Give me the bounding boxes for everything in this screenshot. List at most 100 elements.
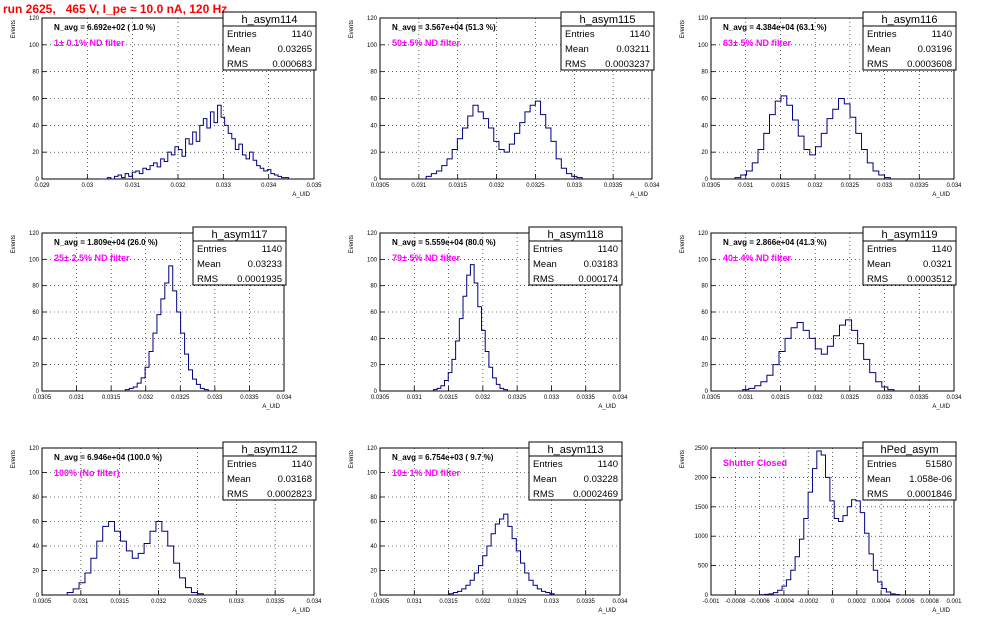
histogram-panel: 0.0305 0.031 0.0315 0.032 0.0325 0.033 0.0335 0… xyxy=(11,441,322,614)
x-tick-label: 0.0315 xyxy=(102,395,121,401)
y-tick-label: 60 xyxy=(370,520,377,526)
navg-annotation: N_avg = 1.809e+04 (26.0 %) xyxy=(54,238,158,247)
stats-key: Entries xyxy=(227,459,257,470)
y-tick-label: 0 xyxy=(374,177,378,183)
x-tick-label: 0.031 xyxy=(69,395,85,401)
stats-key: RMS xyxy=(867,59,888,70)
y-tick-label: 20 xyxy=(701,150,708,156)
x-tick-label: 0.0305 xyxy=(33,599,52,605)
y-tick-label: 0 xyxy=(705,593,709,599)
x-tick-label: 0.032 xyxy=(808,183,824,189)
stats-value: 51580 xyxy=(926,459,952,470)
y-tick-label: 20 xyxy=(32,569,39,575)
stats-value: 0.03211 xyxy=(616,44,650,55)
y-tick-label: 0 xyxy=(374,593,378,599)
x-tick-label: -0.0004 xyxy=(774,599,795,605)
x-tick-label: 0.033 xyxy=(544,395,560,401)
y-tick-label: 40 xyxy=(32,544,39,550)
filter-annotation: 63± 5% ND filter xyxy=(723,38,791,48)
x-tick-label: 0.001 xyxy=(946,599,962,605)
stats-key: Mean xyxy=(227,474,251,485)
stats-key: Mean xyxy=(533,474,557,485)
stats-box xyxy=(862,11,957,71)
y-tick-label: 0 xyxy=(36,389,40,395)
stats-value: 0.0001846 xyxy=(907,489,952,500)
navg-annotation: N_avg = 5.559e+04 (80.0 %) xyxy=(392,238,496,247)
histogram-panel: 0.029 0.03 0.031 0.032 0.033 0.034 0.035 0 20 40 6… xyxy=(11,11,322,198)
histogram-panel: 0.0305 0.031 0.0315 0.032 0.0325 0.033 0.0335 0… xyxy=(349,11,660,198)
y-axis-label: Events xyxy=(680,235,686,253)
histogram-line xyxy=(66,521,204,595)
stats-value: 1140 xyxy=(630,29,650,40)
x-tick-label: 0.0008 xyxy=(921,599,940,605)
x-tick-label: 0.034 xyxy=(644,183,660,189)
stats-value: 0.03228 xyxy=(584,474,618,485)
y-tick-label: 100 xyxy=(367,257,378,263)
filter-annotation: Shutter Closed xyxy=(723,458,787,468)
x-tick-label: 0.0305 xyxy=(702,183,721,189)
stats-value: 1140 xyxy=(292,29,312,40)
stats-key: Mean xyxy=(227,44,251,55)
x-tick-label: 0.034 xyxy=(946,183,962,189)
x-axis-label: A_UID xyxy=(292,608,310,614)
histogram-panel: 0.0305 0.031 0.0315 0.032 0.0325 0.033 0.0335 0… xyxy=(680,226,962,410)
y-tick-label: 20 xyxy=(701,363,708,369)
y-tick-label: 60 xyxy=(701,310,708,316)
x-tick-label: 0.032 xyxy=(475,599,491,605)
stats-value: 0.03168 xyxy=(278,474,312,485)
x-tick-label: 0.0335 xyxy=(577,599,596,605)
stats-title: hPed_asym xyxy=(880,444,938,456)
x-axis-label: A_UID xyxy=(598,404,616,410)
navg-annotation: N_avg = 4.384e+04 (63.1 %) xyxy=(723,23,827,32)
y-tick-label: 80 xyxy=(32,284,39,290)
y-tick-label: 0 xyxy=(36,593,40,599)
stats-title: h_asym113 xyxy=(547,444,603,456)
y-axis-label: Events xyxy=(349,450,355,468)
stats-key: Entries xyxy=(867,29,897,40)
x-tick-label: 0 xyxy=(831,599,835,605)
y-axis-label: Events xyxy=(680,450,686,468)
x-tick-label: 0.032 xyxy=(151,599,167,605)
histogram-line xyxy=(448,513,555,595)
y-tick-label: 0 xyxy=(36,177,40,183)
stats-title: h_asym118 xyxy=(547,229,603,241)
x-tick-label: 0.0002 xyxy=(848,599,867,605)
y-tick-label: 2000 xyxy=(695,475,709,481)
x-tick-label: 0.0325 xyxy=(526,183,545,189)
stats-value: 0.03233 xyxy=(248,259,282,270)
filter-annotation: 100% (No filter) xyxy=(54,468,120,478)
stats-value: 0.0002469 xyxy=(573,489,618,500)
stats-box xyxy=(528,226,623,286)
x-axis-label: A_UID xyxy=(630,192,648,198)
x-tick-label: 0.031 xyxy=(411,183,427,189)
y-tick-label: 20 xyxy=(32,363,39,369)
x-tick-label: 0.0335 xyxy=(604,183,623,189)
x-tick-label: 0.033 xyxy=(544,599,560,605)
y-tick-label: 120 xyxy=(698,231,709,237)
x-tick-label: 0.034 xyxy=(612,599,628,605)
stats-box xyxy=(222,11,317,71)
y-tick-label: 120 xyxy=(29,446,40,452)
stats-box xyxy=(528,441,623,501)
y-tick-label: 80 xyxy=(370,70,377,76)
x-tick-label: 0.032 xyxy=(170,183,186,189)
x-tick-label: 0.0335 xyxy=(910,183,929,189)
y-axis-label: Events xyxy=(11,450,17,468)
x-tick-label: 0.0315 xyxy=(449,183,468,189)
x-tick-label: 0.033 xyxy=(877,183,893,189)
stats-key: Mean xyxy=(197,259,221,270)
y-tick-label: 100 xyxy=(367,471,378,477)
x-tick-label: 0.0315 xyxy=(439,395,458,401)
y-tick-label: 40 xyxy=(32,123,39,129)
stats-key: RMS xyxy=(227,489,248,500)
y-tick-label: 40 xyxy=(701,336,708,342)
y-tick-label: 0 xyxy=(705,177,709,183)
y-tick-label: 20 xyxy=(370,569,377,575)
x-tick-label: 0.033 xyxy=(567,183,583,189)
stats-key: Mean xyxy=(867,44,891,55)
stats-value: 0.03183 xyxy=(584,259,618,270)
x-tick-label: -0.0008 xyxy=(725,599,746,605)
x-tick-label: 0.034 xyxy=(306,599,322,605)
stats-key: RMS xyxy=(867,274,888,285)
y-tick-label: 60 xyxy=(32,310,39,316)
